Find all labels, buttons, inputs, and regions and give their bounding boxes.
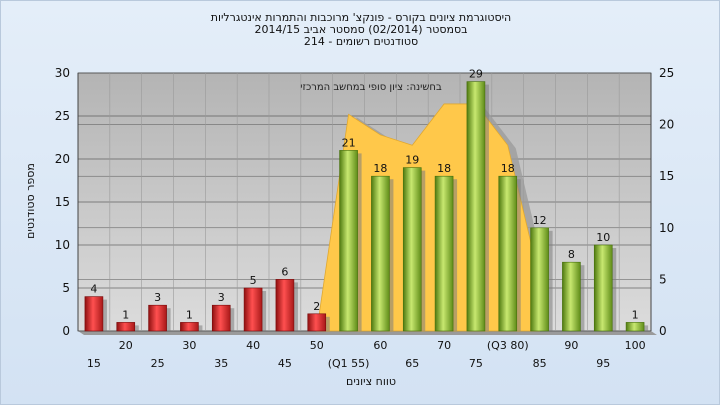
y-axis-title: מספר סטודנטים bbox=[24, 163, 37, 239]
bar bbox=[148, 304, 167, 332]
bar bbox=[434, 175, 454, 332]
x-tick-label: 90 bbox=[564, 339, 578, 352]
bar bbox=[243, 287, 263, 332]
y-tick-label: 0 bbox=[62, 324, 70, 338]
bar-value-label: 4 bbox=[90, 283, 97, 296]
x-tick-label: (Q1 55) bbox=[328, 357, 370, 370]
bar-value-label: 1 bbox=[632, 308, 639, 321]
bar-value-label: 6 bbox=[281, 265, 288, 278]
bar bbox=[466, 81, 486, 332]
x-tick-label: 40 bbox=[246, 339, 260, 352]
x-tick-label: 30 bbox=[182, 339, 196, 352]
x-tick-label: 60 bbox=[373, 339, 387, 352]
area-series-label: בחשינה: ציון סופי במחשב המרכזי bbox=[300, 82, 442, 93]
bar-value-label: 12 bbox=[533, 214, 547, 227]
x-tick-label: 45 bbox=[278, 357, 292, 370]
x-tick-label: 65 bbox=[405, 357, 419, 370]
chart-title: היסטוגרמת ציונים בקורס - פונקצ' מרוכבות … bbox=[210, 11, 512, 24]
bar-value-label: 10 bbox=[596, 231, 610, 244]
x-tick-label: 75 bbox=[469, 357, 483, 370]
y-tick-label: 15 bbox=[55, 195, 70, 209]
bar-value-label: 21 bbox=[342, 136, 356, 149]
y-tick-label: 10 bbox=[55, 238, 70, 252]
bar-value-label: 2 bbox=[313, 300, 320, 313]
x-tick-label: 25 bbox=[151, 357, 165, 370]
bar bbox=[562, 261, 581, 332]
x-tick-label: 35 bbox=[214, 357, 228, 370]
bar bbox=[371, 175, 390, 332]
bar-value-label: 18 bbox=[437, 162, 451, 175]
y2-tick-label: 15 bbox=[659, 169, 674, 183]
y2-tick-label: 10 bbox=[659, 221, 674, 235]
x-tick-label: 85 bbox=[533, 357, 547, 370]
bar-value-label: 3 bbox=[154, 291, 161, 304]
bar bbox=[625, 322, 645, 332]
bar-value-label: 19 bbox=[405, 154, 419, 167]
y-tick-label: 5 bbox=[62, 281, 70, 295]
chart-subtitle-students: סטודנטים רשומים - 214 bbox=[303, 35, 419, 48]
chart-subtitle-semester: בסמסטר (02/2014) סמסטר אביב 2014/15 bbox=[254, 23, 468, 36]
bar-value-label: 29 bbox=[469, 68, 483, 81]
x-tick-label: 100 bbox=[625, 339, 646, 352]
y-tick-label: 25 bbox=[55, 109, 70, 123]
bar bbox=[339, 150, 358, 332]
bar-value-label: 3 bbox=[218, 291, 225, 304]
x-tick-label: 50 bbox=[310, 339, 324, 352]
bar bbox=[498, 175, 518, 332]
x-tick-label: 20 bbox=[119, 339, 133, 352]
bar bbox=[84, 296, 104, 332]
bar-value-label: 5 bbox=[250, 274, 257, 287]
plot-floor bbox=[78, 331, 657, 335]
bar bbox=[275, 279, 295, 332]
bar bbox=[402, 167, 422, 332]
bar bbox=[180, 322, 199, 332]
x-tick-label: 95 bbox=[596, 357, 610, 370]
x-axis-title: טווח ציונים bbox=[346, 375, 396, 388]
y-tick-label: 30 bbox=[55, 66, 70, 80]
x-tick-label: 70 bbox=[437, 339, 451, 352]
bar-value-label: 18 bbox=[501, 162, 515, 175]
x-tick-label: 15 bbox=[87, 357, 101, 370]
bar bbox=[530, 227, 549, 332]
bar bbox=[116, 322, 136, 332]
y2-tick-label: 20 bbox=[659, 118, 674, 132]
x-tick-label: (Q3 80) bbox=[487, 339, 529, 352]
bar-value-label: 8 bbox=[568, 248, 575, 261]
bar-value-label: 1 bbox=[186, 308, 193, 321]
y2-tick-label: 25 bbox=[659, 66, 674, 80]
y2-tick-label: 5 bbox=[659, 272, 667, 286]
bar bbox=[211, 304, 231, 332]
bar bbox=[593, 244, 613, 332]
y2-tick-label: 0 bbox=[659, 324, 667, 338]
y-tick-label: 20 bbox=[55, 152, 70, 166]
bar-value-label: 1 bbox=[122, 308, 129, 321]
bar-value-label: 18 bbox=[373, 162, 387, 175]
bar bbox=[307, 313, 327, 332]
